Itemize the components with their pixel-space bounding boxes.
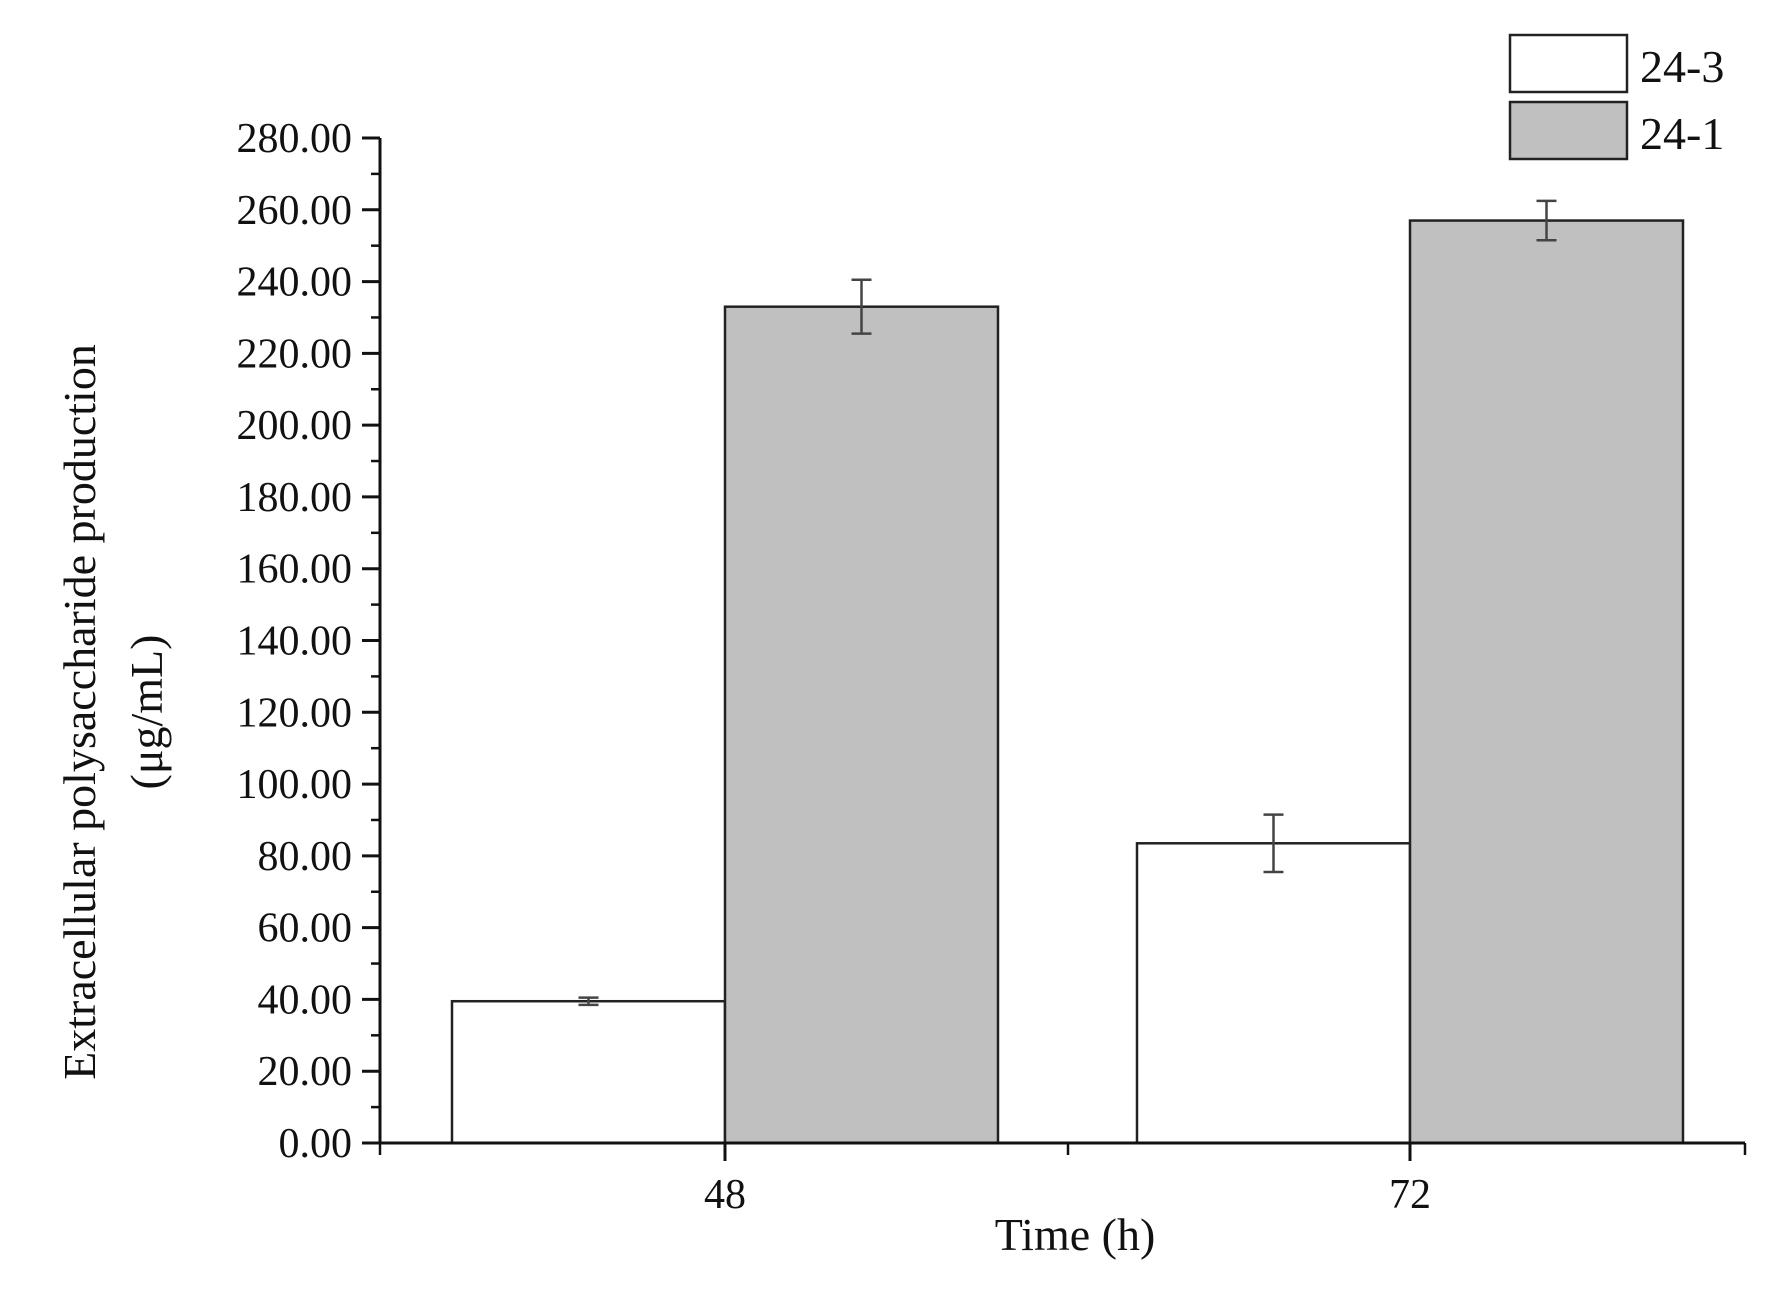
y-tick-label: 160.00 xyxy=(237,547,353,593)
y-tick-label: 240.00 xyxy=(237,260,353,306)
legend-label-24-1: 24-1 xyxy=(1640,108,1724,159)
legend-swatch-24-1 xyxy=(1508,100,1629,161)
y-tick-label: 140.00 xyxy=(237,619,353,665)
bars-layer xyxy=(450,219,1685,1145)
legend: 24-3 24-1 xyxy=(1508,33,1724,161)
y-tick-label: 260.00 xyxy=(237,188,353,234)
x-tick-label: 48 xyxy=(704,1172,746,1218)
y-tick-label: 220.00 xyxy=(237,331,353,377)
y-tick-label: 100.00 xyxy=(237,762,353,808)
bar-24-3-72 xyxy=(1135,842,1412,1145)
labels-layer: Time (h) Extracellular polysaccharide pr… xyxy=(54,344,1155,1260)
y-tick-label: 0.00 xyxy=(279,1121,353,1167)
y-tick-label: 280.00 xyxy=(237,116,353,162)
error-bars-layer xyxy=(578,199,1557,1007)
y-axis-title-line-2: (μg/mL) xyxy=(121,635,172,790)
y-tick-label: 20.00 xyxy=(258,1049,353,1095)
y-tick-label: 200.00 xyxy=(237,403,353,449)
y-tick-label: 40.00 xyxy=(258,977,353,1023)
legend-label-24-3: 24-3 xyxy=(1640,41,1724,92)
y-tick-label: 80.00 xyxy=(258,834,353,880)
bar-24-3-48 xyxy=(450,999,727,1145)
legend-swatch-24-3 xyxy=(1508,33,1629,94)
y-tick-label: 120.00 xyxy=(237,690,353,736)
y-tick-label: 180.00 xyxy=(237,475,353,521)
axes-layer: 0.00 20.00 40.00 60.00 80.00 100.00 120.00 140.… xyxy=(237,116,1747,1218)
y-axis-title-line-1: Extracellular polysaccharide production xyxy=(54,344,105,1080)
x-axis-title: Time (h) xyxy=(995,1209,1156,1260)
y-tick-label: 60.00 xyxy=(258,906,353,952)
x-tick-label: 72 xyxy=(1389,1172,1431,1218)
bar-24-1-72 xyxy=(1408,219,1685,1145)
bar-24-1-48 xyxy=(723,305,1000,1145)
